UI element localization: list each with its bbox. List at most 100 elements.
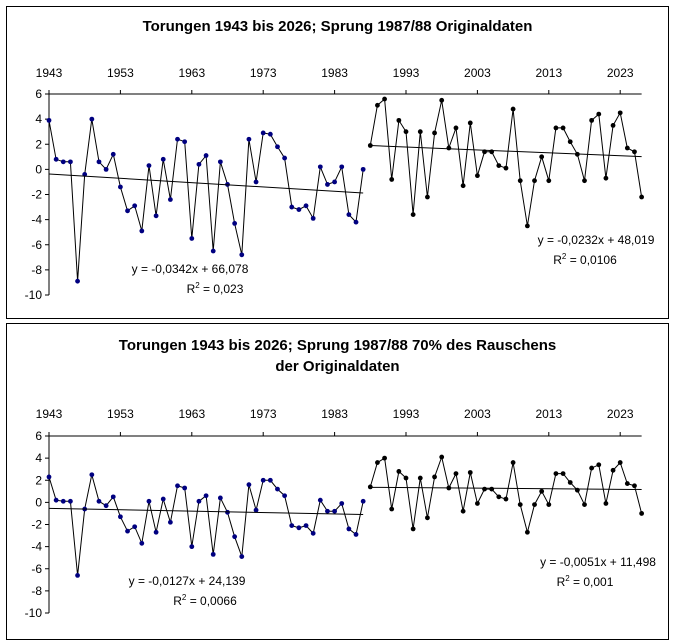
data-point [624, 145, 630, 151]
data-point [467, 120, 473, 126]
data-point [89, 472, 95, 478]
y-tick-label: -10 [25, 606, 43, 620]
data-point [253, 179, 259, 185]
data-point [110, 494, 116, 500]
data-point [46, 474, 52, 480]
data-point [624, 481, 630, 486]
data-point [267, 477, 273, 483]
data-point [475, 501, 480, 506]
trend-line [48, 173, 364, 194]
x-tick-label: 2023 [607, 407, 634, 421]
data-point [146, 163, 152, 169]
data-point [532, 502, 537, 507]
data-point [446, 145, 452, 151]
r-squared-label: R2 = 0,0066 [173, 593, 237, 608]
data-point [389, 177, 395, 182]
data-point [260, 477, 266, 483]
data-point [567, 480, 573, 485]
x-tick-label: 1943 [36, 407, 63, 421]
data-point [567, 139, 573, 145]
data-point [617, 110, 623, 116]
data-point [639, 194, 645, 200]
data-point [139, 228, 145, 234]
data-point [246, 136, 252, 142]
data-point [118, 514, 123, 520]
y-tick-label: -4 [31, 213, 42, 227]
data-point [325, 182, 330, 187]
trend-equation-label: y = -0,0051x + 11,498 [540, 555, 656, 569]
y-tick-label: 6 [35, 87, 42, 101]
data-point [346, 212, 352, 218]
x-tick-label: 1973 [250, 407, 277, 421]
data-point [346, 526, 352, 532]
x-tick-label: 2013 [535, 66, 562, 80]
y-tick-label: -8 [31, 584, 42, 598]
data-point [360, 166, 366, 172]
r-squared-label: R2 = 0,023 [187, 281, 244, 296]
y-tick-label: 0 [35, 495, 42, 509]
data-point [160, 156, 166, 162]
data-point [332, 508, 337, 514]
data-point [639, 511, 645, 516]
data-point [153, 529, 159, 535]
series-line [48, 474, 364, 576]
data-point [275, 144, 280, 150]
data-point [303, 523, 309, 529]
data-point [196, 161, 202, 167]
data-point [139, 540, 145, 546]
data-point [517, 502, 523, 507]
x-tick-label: 1963 [178, 66, 205, 80]
r-squared-label: R2 = 0,0106 [553, 252, 617, 267]
chart-panel-original: Torungen 1943 bis 2026; Sprung 1987/88 O… [6, 6, 669, 319]
data-point [610, 467, 616, 473]
r-squared-exponent: 2 [195, 281, 200, 290]
data-point [103, 503, 109, 509]
r-squared-value: = 0,0106 [566, 253, 617, 267]
data-point [482, 486, 487, 492]
data-point [125, 208, 130, 214]
series-line [369, 97, 643, 226]
data-point [439, 454, 445, 460]
data-point [189, 236, 195, 241]
data-point [403, 129, 409, 135]
data-point [339, 501, 345, 506]
data-point [496, 163, 502, 169]
data-point [46, 117, 52, 123]
data-point [317, 497, 323, 503]
data-point [524, 529, 530, 535]
data-point [632, 483, 637, 489]
data-point [389, 506, 395, 512]
data-point [539, 488, 545, 494]
y-tick-label: 4 [35, 451, 42, 465]
data-point [353, 532, 359, 537]
y-tick-label: -2 [31, 518, 42, 532]
y-tick-label: 4 [35, 112, 42, 126]
data-point [118, 184, 123, 190]
r-squared-label: R2 = 0,001 [557, 574, 614, 589]
data-point [410, 526, 416, 532]
data-point [589, 117, 595, 123]
data-point [203, 153, 209, 158]
data-point [167, 519, 173, 525]
trend-equation-label: y = -0,0232x + 48,019 [538, 233, 655, 247]
data-point [396, 469, 402, 474]
data-point [382, 96, 387, 102]
data-point [182, 139, 188, 145]
data-point [75, 278, 80, 284]
data-point [96, 498, 102, 504]
y-tick-label: 6 [35, 429, 42, 443]
data-point [310, 530, 316, 536]
data-point [353, 219, 359, 225]
data-point [317, 164, 323, 170]
data-point [396, 117, 402, 123]
data-point [510, 460, 516, 465]
data-point [310, 215, 316, 221]
x-tick-label: 1943 [36, 66, 63, 80]
data-point [375, 460, 380, 465]
chart-2: 1943 1953 1963 1973 1983 1993 2003 2013 2023 6 4 2 0… [25, 407, 657, 620]
data-point [132, 524, 138, 530]
y-tick-label: -10 [25, 288, 43, 302]
r-squared-exponent: 2 [562, 252, 567, 261]
data-point [217, 159, 223, 165]
data-point [367, 143, 373, 148]
